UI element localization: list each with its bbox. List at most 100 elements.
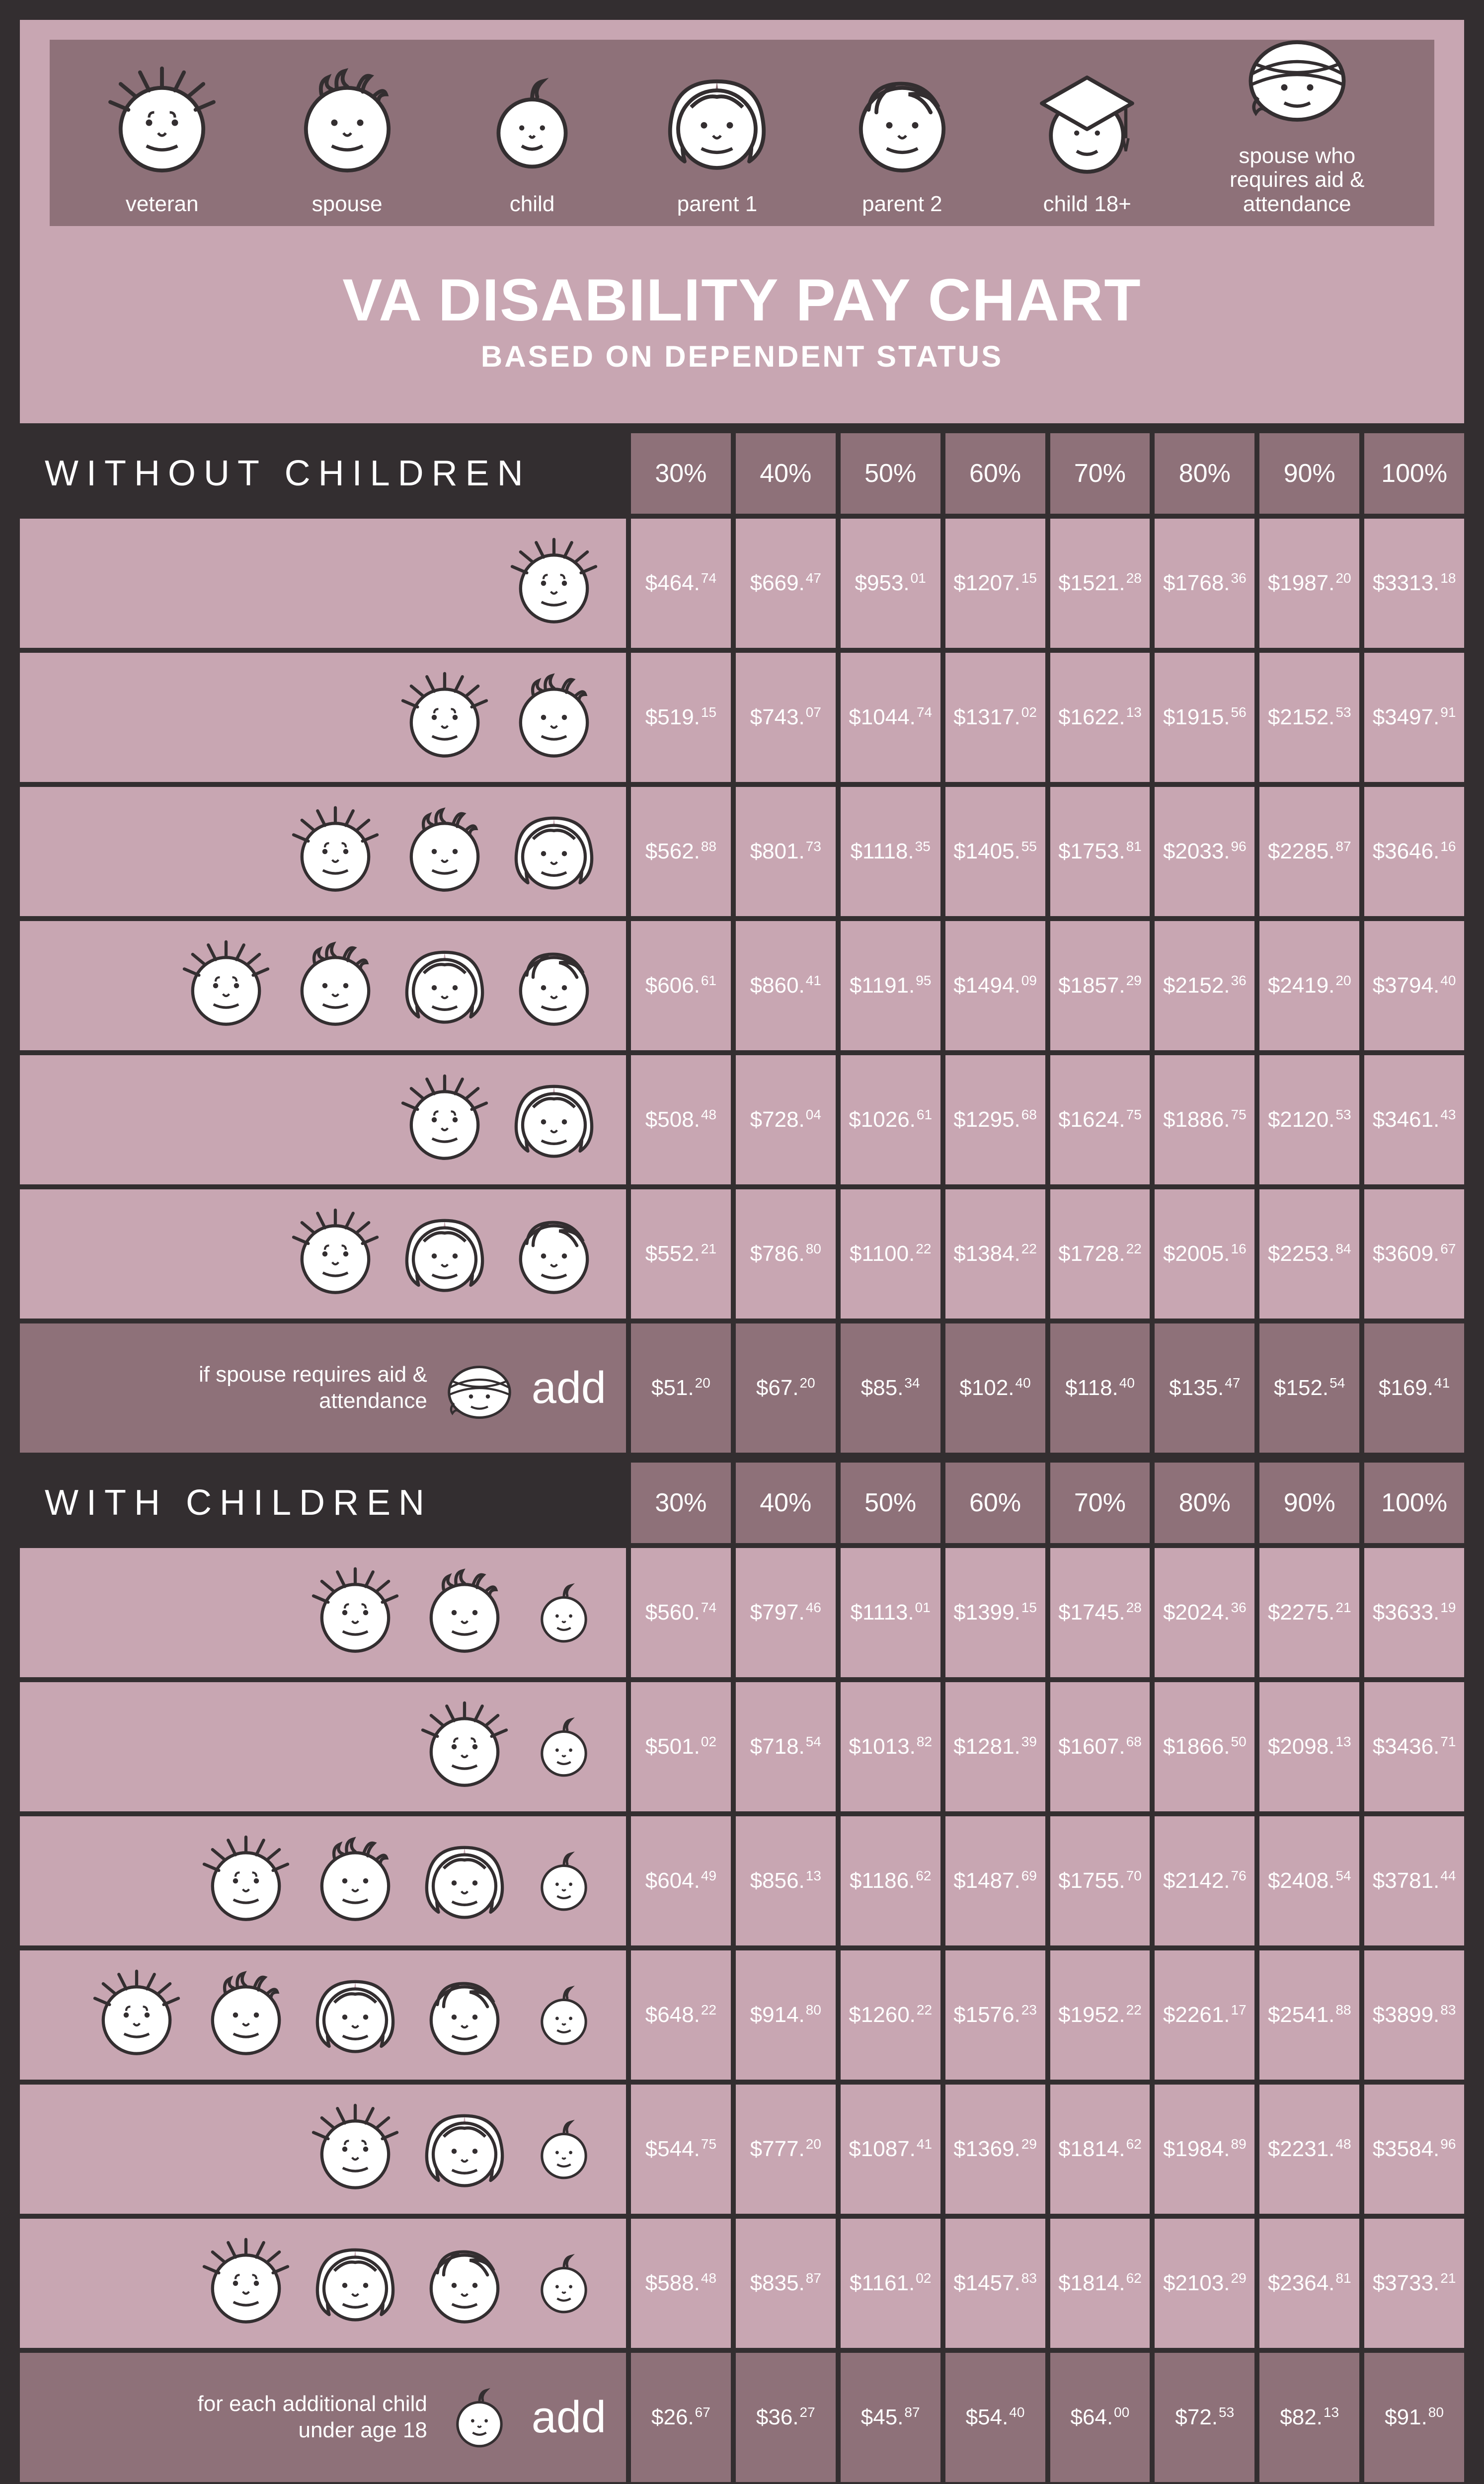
- data-row: $519.15$743.07$1044.74$1317.02$1622.13$1…: [20, 648, 1464, 782]
- value-cell: $1576.23: [940, 1950, 1045, 2080]
- subtitle: BASED ON DEPENDENT STATUS: [40, 339, 1444, 374]
- val-cells: $464.74$669.47$953.01$1207.15$1521.28$17…: [626, 519, 1464, 648]
- spouse-icon: [303, 1829, 407, 1933]
- value-cell: $2541.88: [1254, 1950, 1359, 2080]
- value-cell: $588.48: [626, 2219, 731, 2348]
- pct-cell: 90%: [1254, 433, 1359, 514]
- legend-icon-spouse: [283, 58, 412, 187]
- data-row: $560.74$797.46$1113.01$1399.15$1745.28$2…: [20, 1543, 1464, 1677]
- value-cell: $51.20: [626, 1323, 731, 1453]
- value-cell: $914.80: [731, 1950, 836, 2080]
- val-cells: $562.88$801.73$1118.35$1405.55$1753.81$2…: [626, 787, 1464, 916]
- legend-icon-child18: [1022, 58, 1152, 187]
- val-cells: $51.20$67.20$85.34$102.40$118.40$135.47$…: [626, 1323, 1464, 1453]
- parent1-icon: [502, 799, 606, 904]
- row-label: [20, 1682, 626, 1811]
- veteran-icon: [392, 1068, 497, 1172]
- data-row: $501.02$718.54$1013.82$1281.39$1607.68$1…: [20, 1677, 1464, 1811]
- value-cell: $67.20: [731, 1323, 836, 1453]
- legend-label-child18: child 18+: [1043, 192, 1131, 216]
- value-cell: $2364.81: [1254, 2219, 1359, 2348]
- value-cell: $3497.91: [1359, 653, 1464, 782]
- value-cell: $64.00: [1045, 2353, 1150, 2482]
- value-cell: $1191.95: [836, 921, 940, 1050]
- parent1-icon: [412, 2097, 517, 2201]
- data-row: $552.21$786.80$1100.22$1384.22$1728.22$2…: [20, 1184, 1464, 1319]
- value-cell: $45.87: [836, 2353, 940, 2482]
- value-cell: $3313.18: [1359, 519, 1464, 648]
- value-cell: $562.88: [626, 787, 731, 916]
- data-row: for each additional schoolchild over age…: [20, 2482, 1464, 2484]
- legend-item-veteran: veteran: [97, 88, 227, 216]
- row-label: [20, 1548, 626, 1677]
- value-cell: $3436.71: [1359, 1682, 1464, 1811]
- child-icon: [468, 58, 597, 187]
- value-cell: $1044.74: [836, 653, 940, 782]
- value-cell: $718.54: [731, 1682, 836, 1811]
- veteran-icon: [97, 58, 227, 187]
- value-cell: $1952.22: [1045, 1950, 1150, 2080]
- value-cell: $36.27: [731, 2353, 836, 2482]
- value-cell: $519.15: [626, 653, 731, 782]
- pct-row-1: 30%40%50%60%70%80%90%100%: [626, 433, 1464, 514]
- data-row: $508.48$728.04$1026.61$1295.68$1624.75$1…: [20, 1050, 1464, 1184]
- value-cell: $82.13: [1254, 2353, 1359, 2482]
- legend-item-child: child: [468, 88, 597, 216]
- value-cell: $1457.83: [940, 2219, 1045, 2348]
- spouse-icon: [392, 799, 497, 904]
- legend-item-child18: child 18+: [1022, 88, 1152, 216]
- value-cell: $1295.68: [940, 1055, 1045, 1184]
- child-icon: [437, 2375, 522, 2460]
- value-cell: $1026.61: [836, 1055, 940, 1184]
- value-cell: $508.48: [626, 1055, 731, 1184]
- child-icon: [522, 1705, 606, 1789]
- section2-label: WITH CHILDREN: [20, 1463, 626, 1543]
- row-label: [20, 1950, 626, 2080]
- data-row: for each additional child under age 18 a…: [20, 2348, 1464, 2482]
- value-cell: $3794.40: [1359, 921, 1464, 1050]
- value-cell: $1768.36: [1150, 519, 1254, 648]
- value-cell: $501.02: [626, 1682, 731, 1811]
- value-cell: $54.40: [940, 2353, 1045, 2482]
- pct-cell: 50%: [836, 1463, 940, 1543]
- row-icons: [194, 1829, 606, 1933]
- val-cells: $588.48$835.87$1161.02$1457.83$1814.62$2…: [626, 2219, 1464, 2348]
- veteran-icon: [392, 665, 497, 770]
- pct-cell: 80%: [1150, 1463, 1254, 1543]
- value-cell: $1100.22: [836, 1189, 940, 1319]
- value-cell: $1207.15: [940, 519, 1045, 648]
- val-cells: $508.48$728.04$1026.61$1295.68$1624.75$1…: [626, 1055, 1464, 1184]
- parent1-icon: [303, 1963, 407, 2067]
- legend-label-veteran: veteran: [126, 192, 199, 216]
- page-root: veteran spouse child parent 1 parent 2 c…: [0, 0, 1484, 2484]
- value-cell: $2120.53: [1254, 1055, 1359, 1184]
- value-cell: $2005.16: [1150, 1189, 1254, 1319]
- pct-cell: 40%: [731, 1463, 836, 1543]
- legend-icon-child: [468, 58, 597, 187]
- val-cells: $544.75$777.20$1087.41$1369.29$1814.62$1…: [626, 2085, 1464, 2214]
- data-row: $604.49$856.13$1186.62$1487.69$1755.70$2…: [20, 1811, 1464, 1945]
- value-cell: $1886.75: [1150, 1055, 1254, 1184]
- value-cell: $3584.96: [1359, 2085, 1464, 2214]
- value-cell: $26.67: [626, 2353, 731, 2482]
- value-cell: $1857.29: [1045, 921, 1150, 1050]
- child-icon: [522, 1973, 606, 2057]
- val-cells: $552.21$786.80$1100.22$1384.22$1728.22$2…: [626, 1189, 1464, 1319]
- veteran-icon: [502, 531, 606, 635]
- value-cell: $953.01: [836, 519, 940, 648]
- val-cells: $606.61$860.41$1191.95$1494.09$1857.29$2…: [626, 921, 1464, 1050]
- pct-row-2: 30%40%50%60%70%80%90%100%: [626, 1463, 1464, 1543]
- value-cell: $544.75: [626, 2085, 731, 2214]
- child-icon: [522, 2107, 606, 2191]
- row-icons: [174, 933, 606, 1038]
- value-cell: $1399.15: [940, 1548, 1045, 1677]
- legend-bar: veteran spouse child parent 1 parent 2 c…: [50, 40, 1434, 226]
- value-cell: $606.61: [626, 921, 731, 1050]
- veteran-icon: [84, 1963, 189, 2067]
- data-row: if spouse requires aid & attendance add …: [20, 1319, 1464, 1453]
- legend-icon-parent2: [838, 58, 967, 187]
- row-label: [20, 653, 626, 782]
- value-cell: $72.53: [1150, 2353, 1254, 2482]
- value-cell: $464.74: [626, 519, 731, 648]
- pct-cell: 40%: [731, 433, 836, 514]
